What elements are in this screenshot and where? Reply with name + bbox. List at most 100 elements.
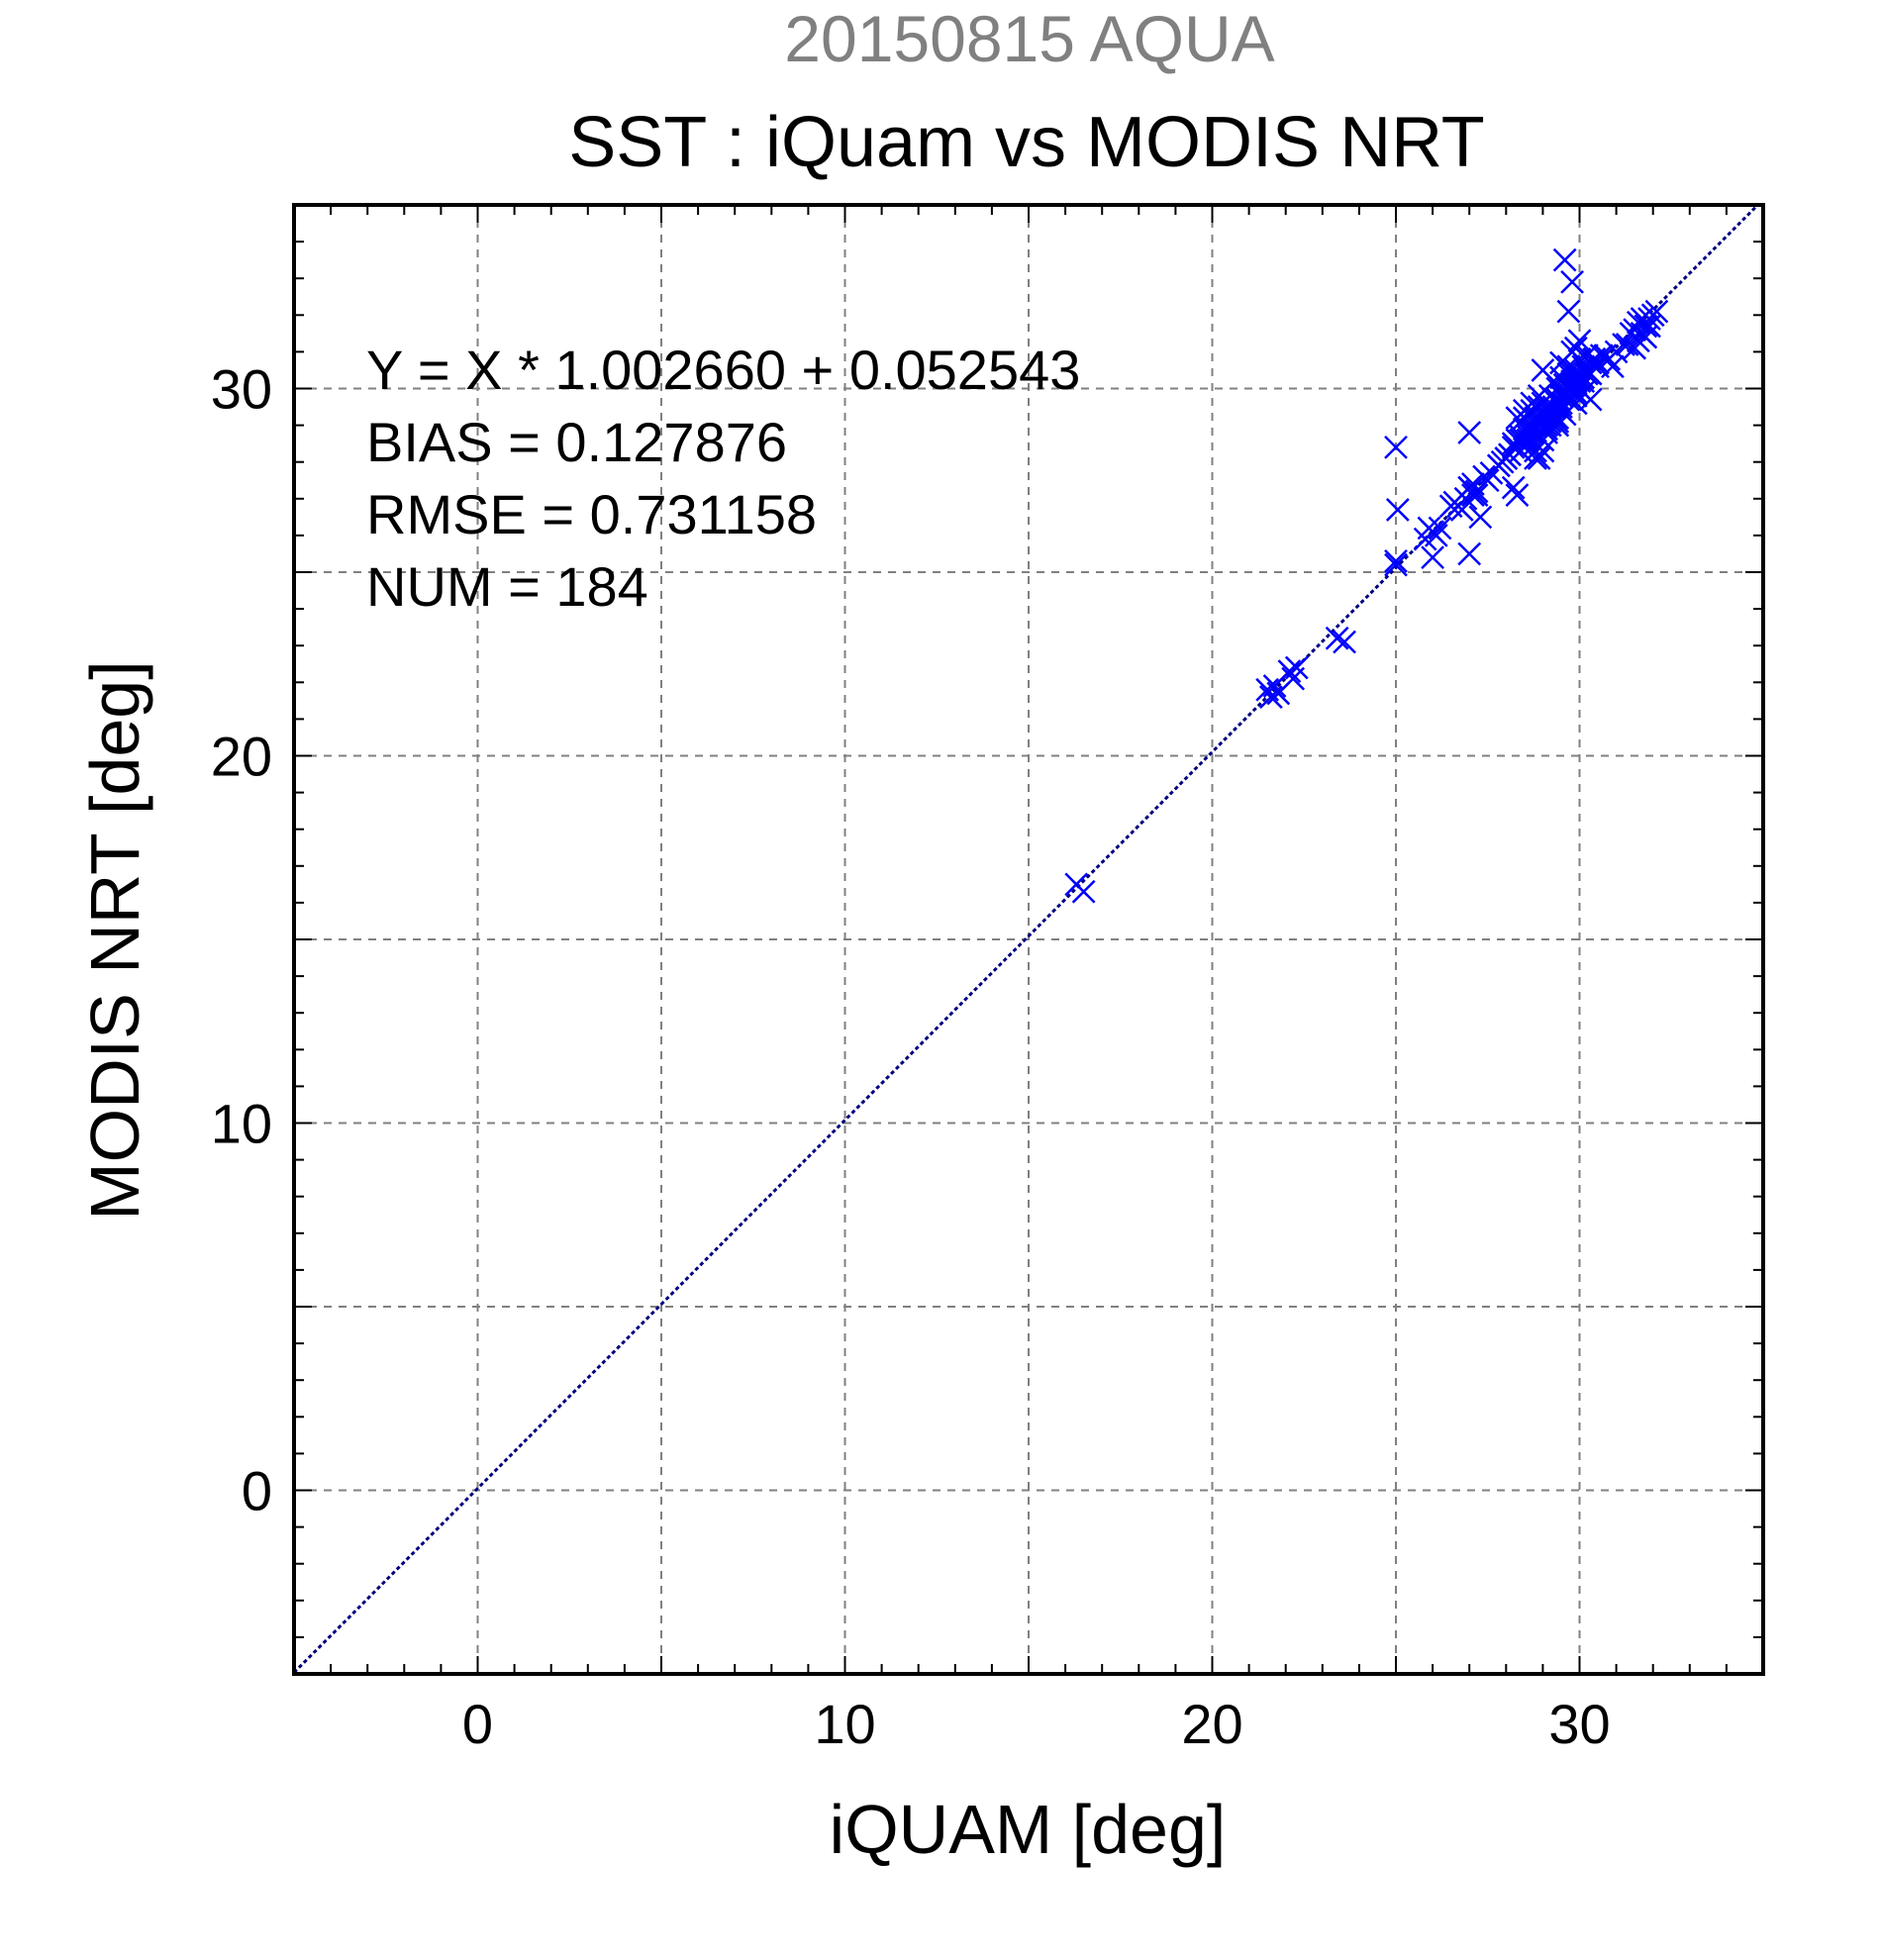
data-points [1064,247,1669,904]
data-point-stroke [1457,421,1482,444]
x-axis-label: iQUAM [deg] [830,1791,1227,1868]
data-point [1501,475,1526,500]
x-tick-label: 20 [1181,1693,1242,1755]
data-point [1567,329,1592,353]
data-point [1552,247,1577,272]
data-point [1421,545,1444,570]
data-point [1385,498,1410,522]
data-point-stroke [1534,417,1558,441]
data-point [1384,435,1408,459]
data-point-stroke [1619,321,1643,345]
chart-supertitle: 20150815 AQUA [784,2,1274,75]
data-point-stroke [1560,270,1584,294]
data-point [1644,299,1669,324]
data-point-stroke [1071,879,1096,904]
data-point-stroke [1634,314,1658,339]
data-point [1333,630,1356,654]
data-point [1560,270,1584,294]
data-point [1464,483,1489,507]
data-point [1071,879,1096,904]
data-point-stroke [1552,247,1577,272]
data-point [1475,468,1500,493]
data-point [1446,494,1470,519]
data-point-stroke [1468,505,1493,530]
x-tick-labels: 0 10 20 30 [462,1693,1611,1755]
stats-annotation: Y = X * 1.002660 + 0.052543 BIAS = 0.127… [366,339,1080,618]
data-point-stroke [1563,369,1588,393]
data-point [1325,626,1349,650]
stats-fit-equation: Y = X * 1.002660 + 0.052543 [366,339,1080,401]
data-point-stroke [1524,446,1547,470]
data-point-stroke [1325,626,1349,650]
grid-lines [294,205,1763,1674]
data-point [1498,442,1522,467]
x-tick-label: 0 [462,1693,493,1755]
data-point [1619,321,1643,345]
data-point-stroke [1644,299,1669,324]
data-point-stroke [1255,677,1280,702]
data-point [1534,413,1558,438]
data-point-stroke [1421,520,1444,544]
data-point-stroke [1464,483,1489,507]
data-point-stroke [1527,384,1551,408]
data-point-stroke [1531,358,1555,382]
data-point [1571,365,1596,390]
y-tick-label: 20 [211,726,272,788]
data-point-stroke [1384,435,1408,459]
x-tick-label: 30 [1548,1693,1610,1755]
data-point-stroke [1385,498,1410,522]
data-point-stroke [1601,354,1625,379]
data-point [1601,354,1625,379]
data-point [1384,552,1408,577]
data-point [1457,541,1482,566]
stats-rmse: RMSE = 0.731158 [366,483,817,545]
chart-title: SST : iQuam vs MODIS NRT [568,103,1485,182]
y-axis-label: MODIS NRT [deg] [76,660,153,1220]
data-point-stroke [1384,552,1408,577]
data-point-stroke [1637,314,1661,339]
data-point-stroke [1578,387,1603,412]
data-point [1578,387,1603,412]
plot-frame [292,203,1765,1676]
data-point [1428,516,1452,540]
data-point-stroke [1560,340,1584,364]
data-point-stroke [1571,365,1596,390]
stats-bias: BIAS = 0.127876 [366,411,787,473]
data-point-stroke [1512,406,1536,431]
data-point-stroke [1527,446,1551,470]
data-point [1556,299,1581,324]
data-point [1534,417,1558,441]
data-point-stroke [1534,413,1558,438]
data-point-stroke [1498,442,1522,467]
data-point-stroke [1505,483,1530,507]
data-point [1457,421,1482,444]
data-point [1284,655,1309,680]
data-point-stroke [1421,545,1444,570]
data-point-stroke [1524,413,1547,438]
data-point-stroke [1333,630,1356,654]
data-point-stroke [1623,336,1647,360]
data-point-stroke [1556,299,1581,324]
data-point [1560,340,1584,364]
data-point [1527,446,1551,470]
data-point [1634,314,1658,339]
y-tick-label: 30 [211,358,272,421]
data-point [1563,369,1588,393]
data-point-stroke [1501,475,1526,500]
data-point-stroke [1428,516,1452,540]
data-point [1531,358,1555,382]
data-point [1468,505,1493,530]
data-point-stroke [1284,655,1309,680]
data-point [1384,548,1408,573]
data-point [1549,391,1573,416]
data-point [1505,483,1530,507]
data-point-stroke [1384,548,1408,573]
data-point-stroke [1446,494,1470,519]
data-point-stroke [1567,329,1592,353]
data-point-stroke [1457,541,1482,566]
data-point [1421,520,1444,544]
x-tick-label: 10 [814,1693,875,1755]
data-point [1277,659,1302,684]
y-tick-label: 10 [211,1093,272,1155]
